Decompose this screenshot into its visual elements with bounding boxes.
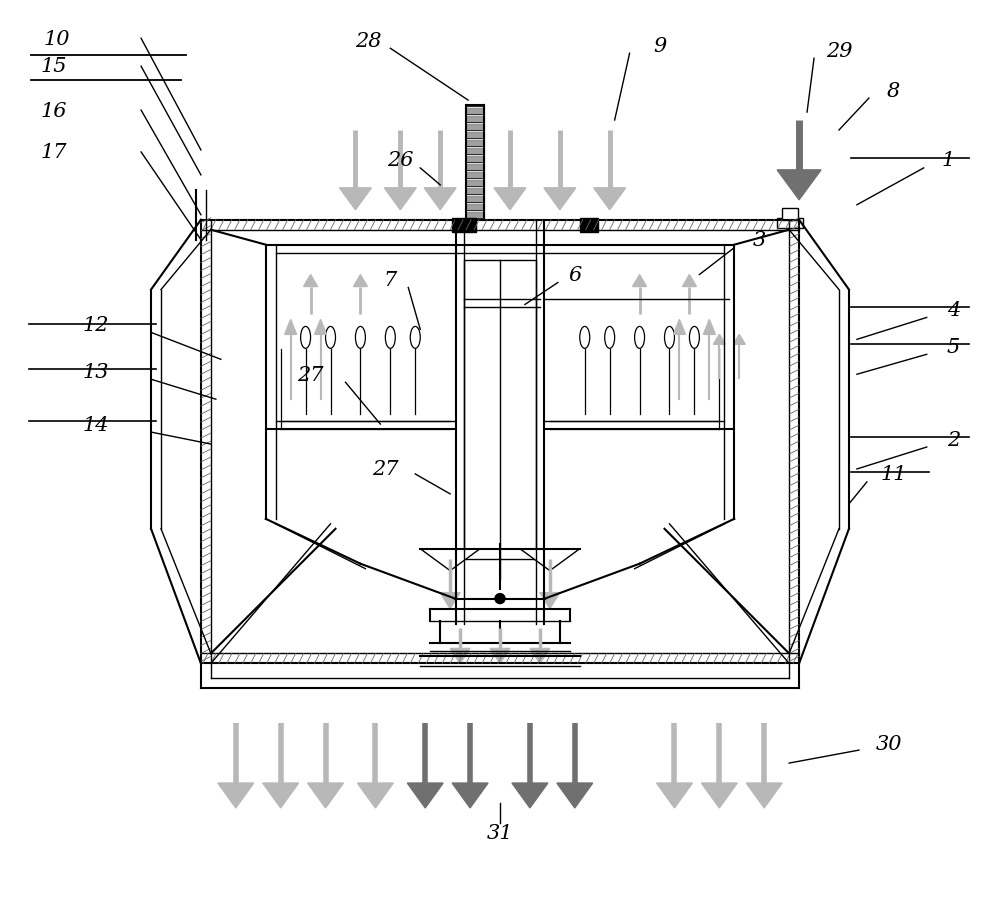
Text: 15: 15	[40, 57, 67, 75]
Polygon shape	[353, 276, 367, 288]
Text: 31: 31	[487, 823, 513, 843]
Text: 30: 30	[876, 734, 902, 753]
Bar	[580, 219, 598, 233]
Bar	[782, 209, 798, 221]
Polygon shape	[520, 550, 580, 571]
Polygon shape	[777, 171, 821, 200]
Polygon shape	[544, 188, 576, 210]
Bar	[464, 260, 536, 559]
Polygon shape	[420, 550, 480, 571]
Text: 27: 27	[297, 366, 324, 384]
Text: 3: 3	[753, 231, 766, 250]
Polygon shape	[315, 320, 327, 335]
Polygon shape	[530, 649, 550, 664]
Polygon shape	[540, 593, 560, 609]
Polygon shape	[407, 783, 443, 808]
Circle shape	[495, 594, 505, 604]
Polygon shape	[557, 783, 593, 808]
Text: 6: 6	[568, 266, 581, 285]
Polygon shape	[633, 276, 647, 288]
Bar	[452, 219, 476, 233]
Text: 10: 10	[43, 29, 70, 49]
Text: 7: 7	[384, 271, 397, 289]
Text: 17: 17	[40, 143, 67, 163]
Polygon shape	[452, 783, 488, 808]
Polygon shape	[308, 783, 343, 808]
Text: 27: 27	[372, 460, 399, 479]
Polygon shape	[701, 783, 737, 808]
Polygon shape	[746, 783, 782, 808]
Text: 16: 16	[40, 101, 67, 120]
Polygon shape	[450, 649, 470, 664]
Text: 2: 2	[947, 430, 960, 449]
Polygon shape	[682, 276, 696, 288]
Text: 29: 29	[826, 41, 852, 61]
Bar	[777, 219, 803, 229]
Text: 14: 14	[83, 415, 109, 434]
Polygon shape	[424, 188, 456, 210]
Polygon shape	[304, 276, 318, 288]
Text: 11: 11	[881, 465, 907, 484]
Polygon shape	[657, 783, 692, 808]
Text: 12: 12	[83, 315, 109, 335]
Polygon shape	[263, 783, 299, 808]
Polygon shape	[285, 320, 297, 335]
Polygon shape	[218, 783, 254, 808]
Polygon shape	[384, 188, 416, 210]
Polygon shape	[703, 320, 715, 335]
Polygon shape	[733, 335, 745, 345]
Polygon shape	[494, 188, 526, 210]
Polygon shape	[713, 335, 725, 345]
Polygon shape	[512, 783, 548, 808]
Text: 5: 5	[947, 337, 960, 357]
Text: 26: 26	[387, 152, 414, 170]
Text: 13: 13	[83, 362, 109, 381]
Text: 9: 9	[653, 37, 666, 56]
Polygon shape	[339, 188, 371, 210]
Text: 4: 4	[947, 301, 960, 320]
Polygon shape	[594, 188, 626, 210]
Text: 8: 8	[887, 82, 900, 100]
Polygon shape	[673, 320, 685, 335]
Polygon shape	[440, 593, 460, 609]
Text: 1: 1	[942, 152, 955, 170]
Polygon shape	[357, 783, 393, 808]
Polygon shape	[490, 649, 510, 664]
Text: 28: 28	[355, 32, 382, 51]
